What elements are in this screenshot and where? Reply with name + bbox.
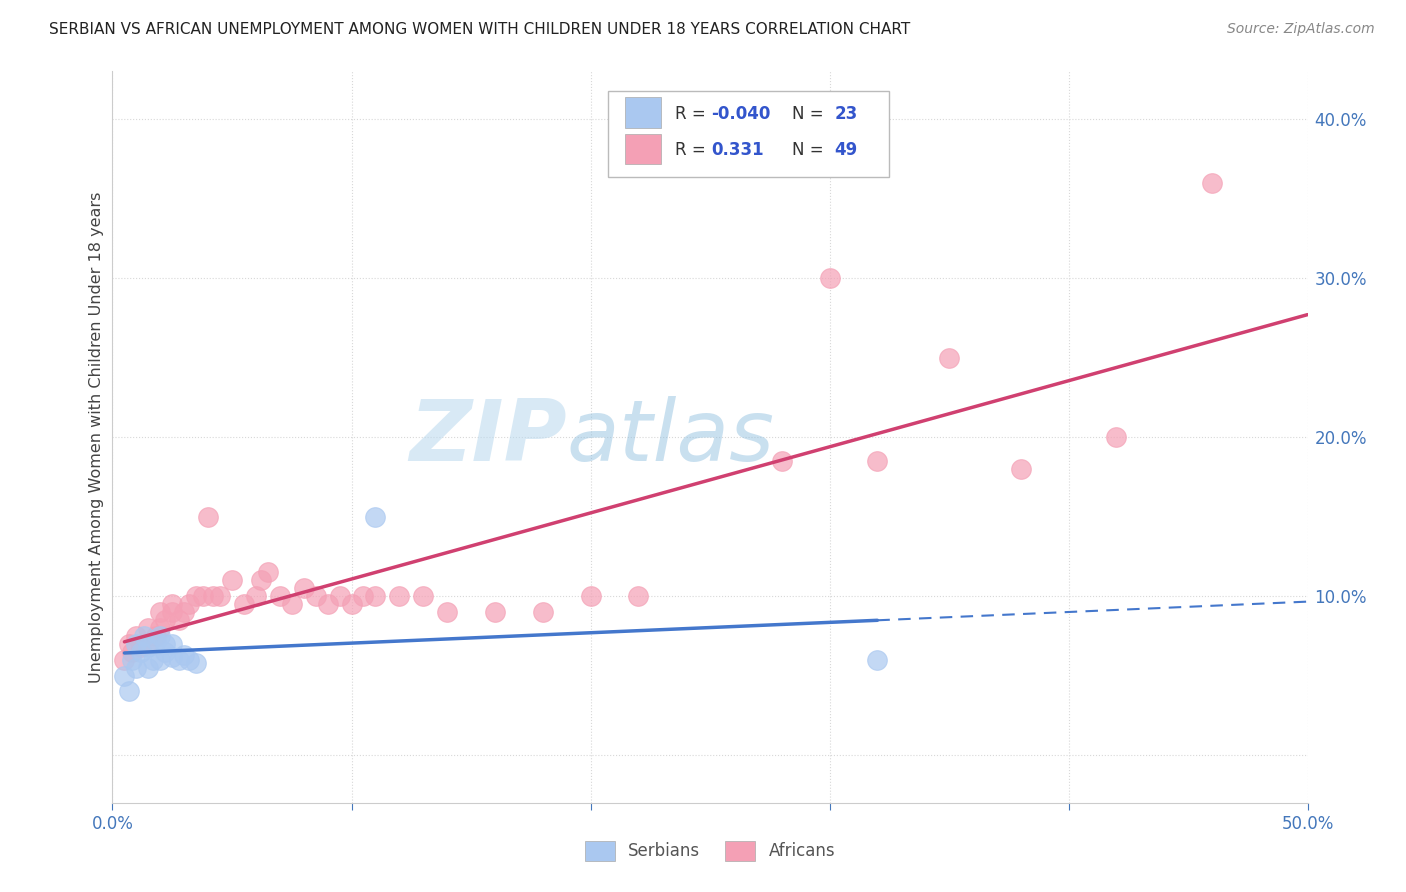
Text: N =: N = (793, 141, 824, 160)
Point (818, 271, 841, 285)
Point (186, 656, 208, 670)
Text: SERBIAN VS AFRICAN UNEMPLOYMENT AMONG WOMEN WITH CHILDREN UNDER 18 YEARS CORRELA: SERBIAN VS AFRICAN UNEMPLOYMENT AMONG WO… (49, 22, 911, 37)
Point (162, 605, 183, 619)
Point (129, 640, 152, 654)
Point (177, 653, 200, 667)
Point (145, 633, 167, 648)
Point (352, 589, 374, 603)
Point (364, 509, 387, 524)
Point (173, 648, 195, 662)
Text: Source: ZipAtlas.com: Source: ZipAtlas.com (1227, 22, 1375, 37)
Text: ZIP: ZIP (409, 395, 567, 479)
Point (153, 637, 176, 651)
Point (149, 621, 172, 635)
Point (436, 605, 458, 619)
Text: -0.040: -0.040 (711, 104, 770, 123)
Point (1105, 430, 1128, 444)
Point (201, 589, 224, 603)
Point (249, 573, 271, 587)
Point (627, 589, 650, 603)
Text: 0.331: 0.331 (711, 141, 763, 160)
Point (186, 589, 208, 603)
Point (138, 640, 160, 654)
Point (531, 605, 554, 619)
Point (329, 589, 352, 603)
Point (138, 637, 160, 651)
Point (484, 605, 506, 619)
Point (579, 589, 602, 603)
Text: 23: 23 (834, 104, 858, 123)
Point (149, 605, 172, 619)
Legend: Serbians, Africans: Serbians, Africans (578, 834, 842, 868)
Point (177, 597, 200, 611)
Point (233, 597, 256, 611)
Point (173, 605, 195, 619)
FancyBboxPatch shape (609, 91, 889, 178)
Point (245, 589, 267, 603)
Point (169, 613, 191, 627)
Point (388, 589, 411, 603)
Point (145, 629, 167, 643)
Point (938, 351, 960, 365)
Text: 49: 49 (834, 141, 858, 160)
Point (114, 668, 135, 682)
FancyBboxPatch shape (626, 134, 661, 164)
Point (153, 645, 176, 659)
Point (281, 597, 304, 611)
Point (129, 645, 152, 659)
Y-axis label: Unemployment Among Women with Children Under 18 years: Unemployment Among Women with Children U… (89, 192, 104, 682)
Point (169, 653, 191, 667)
Point (866, 454, 889, 468)
Point (1201, 176, 1223, 190)
Point (138, 621, 160, 635)
Point (149, 629, 172, 643)
Text: R =: R = (675, 141, 711, 160)
Point (269, 589, 291, 603)
Point (162, 597, 183, 611)
Point (340, 597, 363, 611)
Point (221, 573, 243, 587)
Point (1010, 462, 1032, 476)
Text: atlas: atlas (567, 395, 775, 479)
Point (257, 566, 280, 580)
FancyBboxPatch shape (626, 97, 661, 128)
Point (209, 589, 232, 603)
Point (153, 613, 176, 627)
Text: R =: R = (675, 104, 711, 123)
Point (197, 509, 219, 524)
Point (292, 581, 315, 595)
Point (412, 589, 434, 603)
Text: N =: N = (793, 104, 824, 123)
Point (132, 629, 155, 643)
Point (121, 645, 143, 659)
Point (770, 454, 793, 468)
Point (162, 649, 183, 664)
Point (118, 684, 141, 698)
Point (118, 637, 141, 651)
Point (149, 653, 172, 667)
Point (866, 653, 889, 667)
Point (125, 637, 148, 651)
Point (142, 653, 165, 667)
Point (121, 653, 143, 667)
Point (193, 589, 215, 603)
Point (162, 637, 183, 651)
Point (125, 629, 148, 643)
Point (114, 653, 135, 667)
Point (316, 597, 339, 611)
Point (364, 589, 387, 603)
Point (125, 660, 148, 674)
Point (138, 660, 160, 674)
Point (305, 589, 328, 603)
